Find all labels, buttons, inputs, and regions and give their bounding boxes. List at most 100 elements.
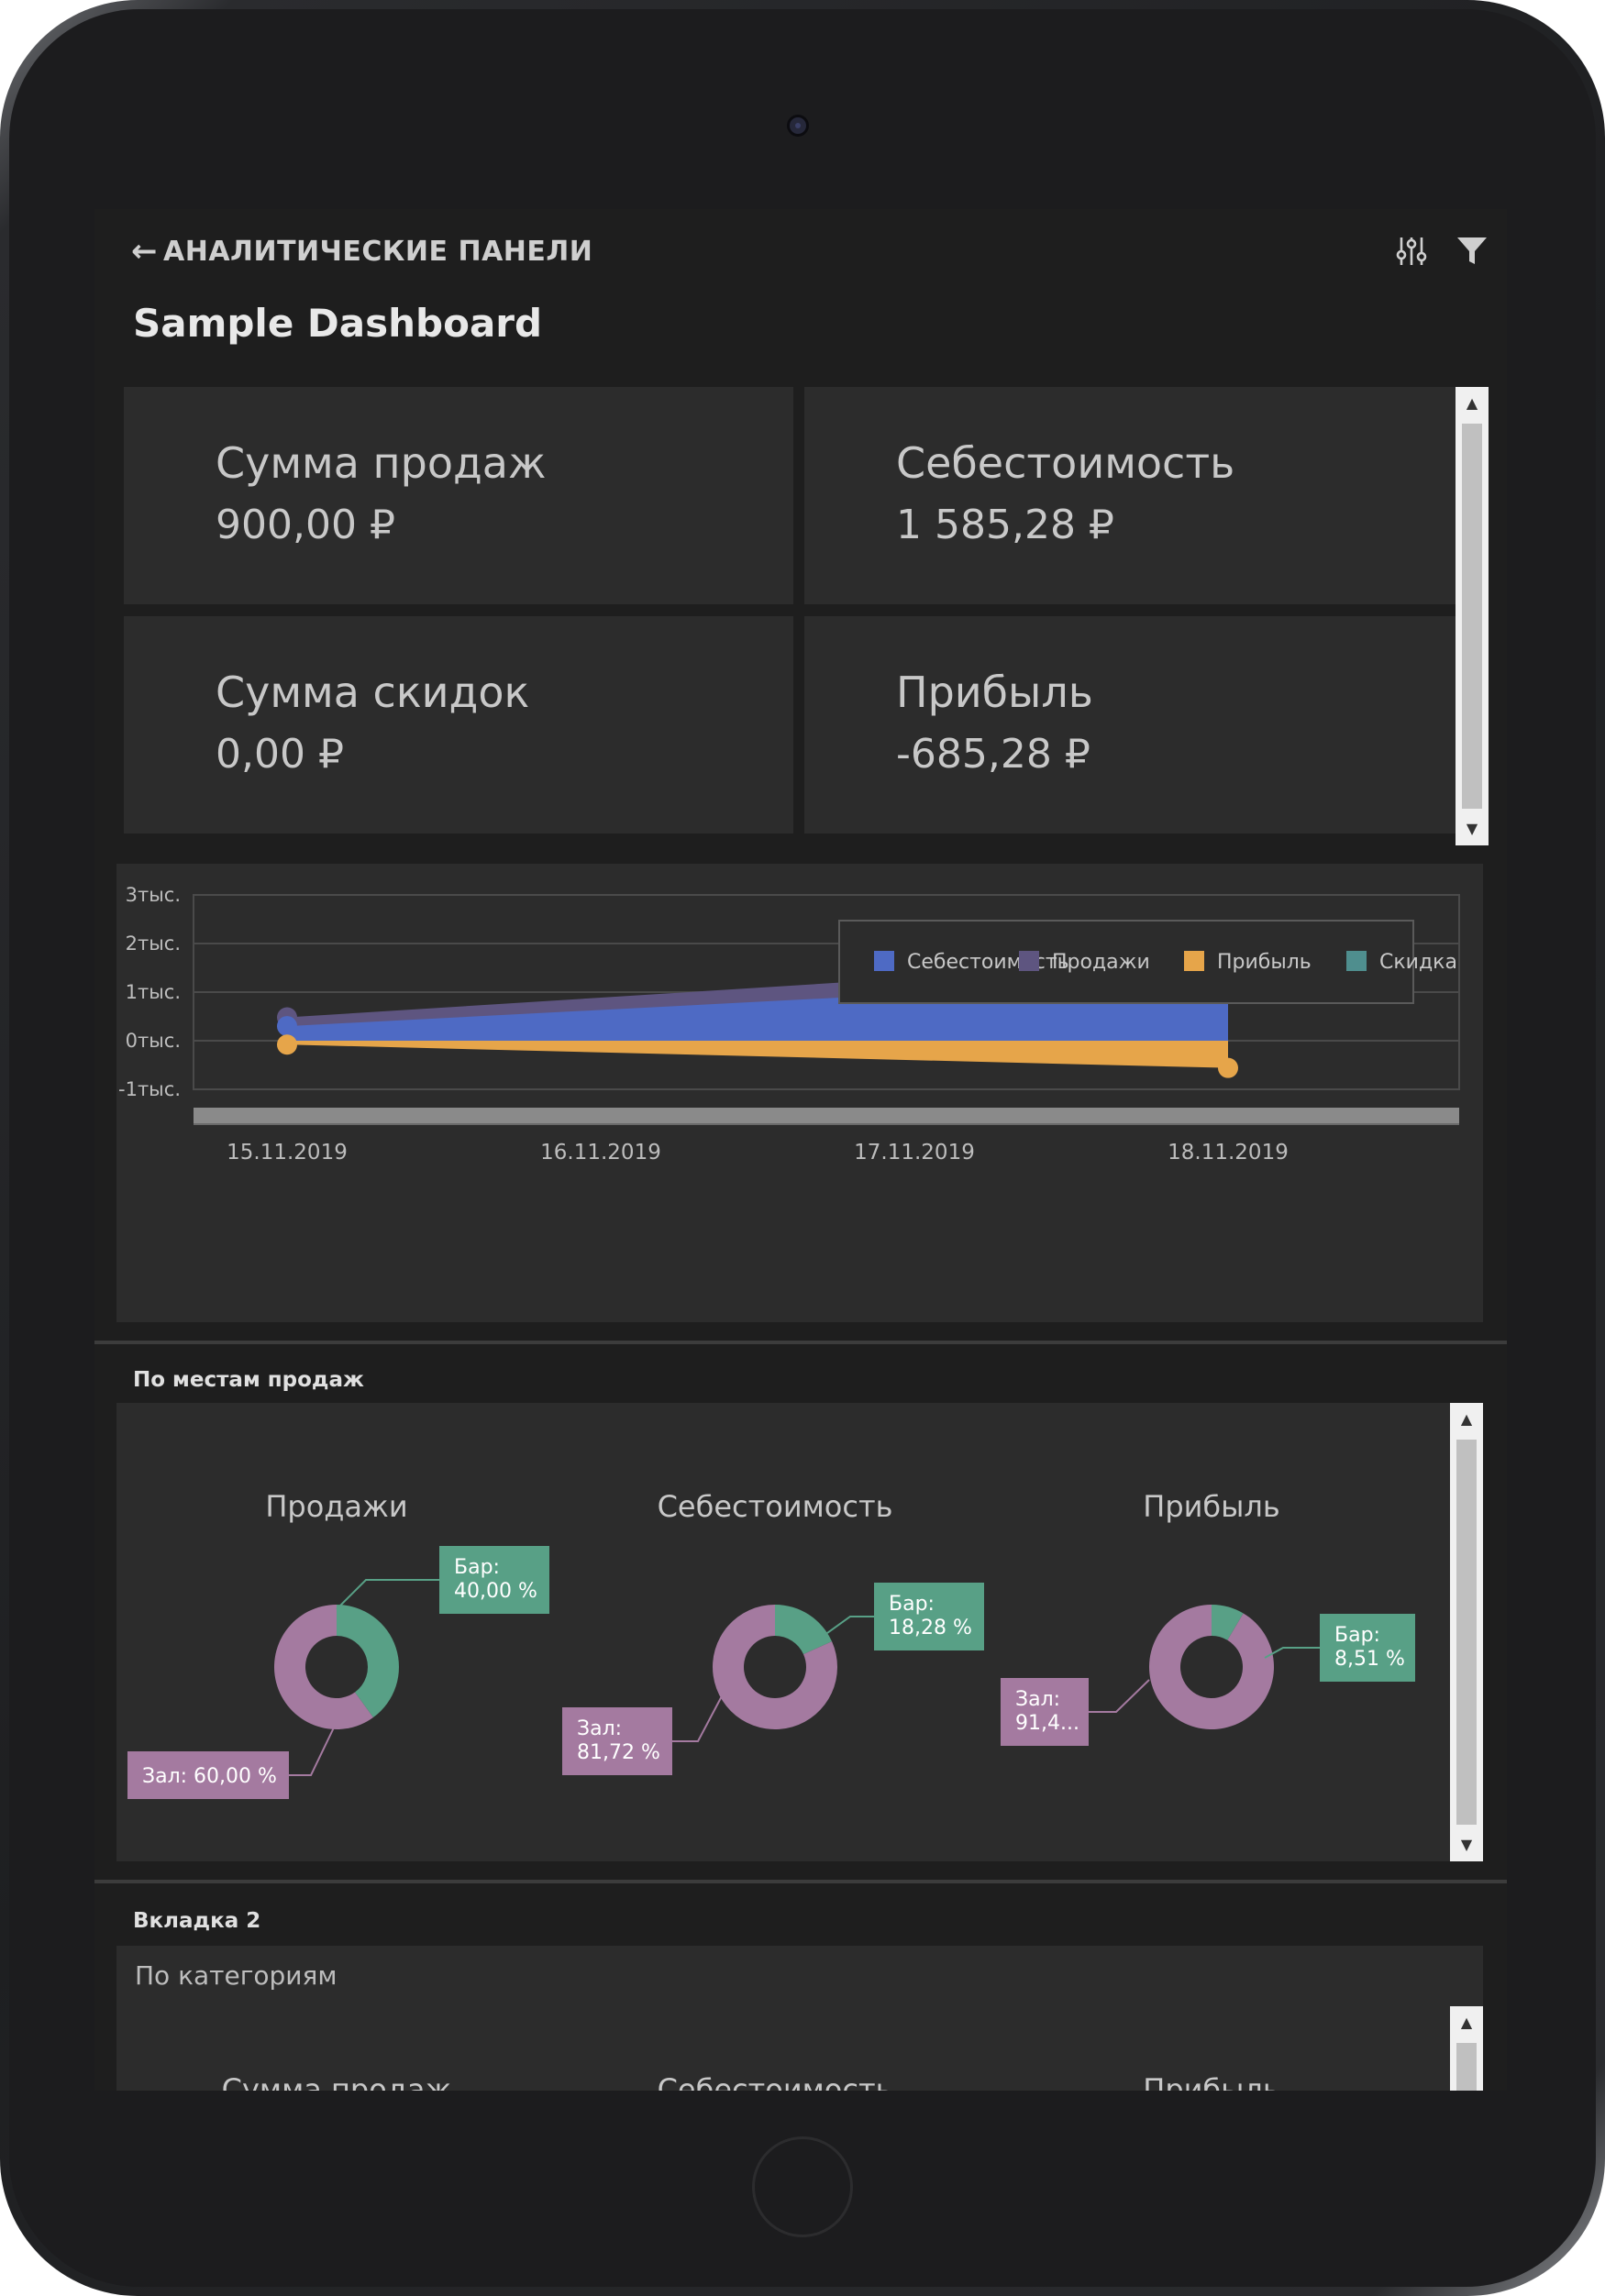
donut-title: Продажи <box>265 1489 407 1524</box>
filter-icon[interactable] <box>1454 233 1490 270</box>
legend-label: Скидка <box>1379 951 1457 974</box>
donut-slice <box>337 1605 399 1718</box>
categories-chart-titles: Сумма продаж Себестоимость Прибыль <box>222 2072 1280 2091</box>
categories-scrollbar[interactable]: ▲ <box>1450 2006 1483 2091</box>
toolbar-icons <box>1393 233 1490 270</box>
donut-title: Себестоимость <box>658 1489 893 1524</box>
slice-label: Зал: <box>1015 1688 1060 1711</box>
kpi-scrollbar[interactable]: ▲ ▼ <box>1456 387 1489 845</box>
data-point <box>1218 1057 1238 1078</box>
back-link-label: АНАЛИТИЧЕСКИЕ ПАНЕЛИ <box>163 235 593 268</box>
legend-swatch <box>1184 951 1204 971</box>
y-tick-label: 3тыс. <box>126 884 181 906</box>
legend-swatch <box>1346 951 1367 971</box>
category-chart-title: Сумма продаж <box>222 2072 452 2091</box>
data-point <box>277 1034 297 1055</box>
donut-title: Прибыль <box>1143 1489 1279 1524</box>
x-tick-label: 18.11.2019 <box>1168 1141 1289 1165</box>
scrollbar-thumb[interactable] <box>1462 424 1482 809</box>
slice-label-box <box>562 1707 672 1775</box>
kpi-card-cost: Себестоимость 1 585,28 ₽ <box>804 387 1457 604</box>
app-screen: ← АНАЛИТИЧЕСКИЕ ПАНЕЛИ Sample Dashboard <box>94 209 1507 2091</box>
home-button[interactable] <box>752 2136 853 2237</box>
x-tick-label: 17.11.2019 <box>854 1141 975 1165</box>
kpi-label: Прибыль <box>896 668 1093 717</box>
places-donut-panel: Продажи Бар: 40,00 % Зал: 60,00 % Себестоимо… <box>116 1403 1483 1861</box>
kpi-value: 0,00 ₽ <box>216 731 344 778</box>
slice-label-box <box>1001 1678 1089 1746</box>
kpi-value: -685,28 ₽ <box>896 731 1090 778</box>
category-chart-title: Себестоимость <box>658 2072 893 2091</box>
sliders-icon[interactable] <box>1393 233 1430 270</box>
section-divider <box>94 1880 1507 1883</box>
donut-slice <box>273 1605 373 1729</box>
scrollbar-track[interactable] <box>1456 420 1489 812</box>
data-point <box>277 1016 297 1037</box>
kpi-value: 1 585,28 ₽ <box>896 502 1114 548</box>
slice-value: 40,00 % <box>454 1580 537 1603</box>
donut-slice <box>1212 1605 1244 1640</box>
back-to-dashboards-link[interactable]: ← АНАЛИТИЧЕСКИЕ ПАНЕЛИ <box>131 233 592 270</box>
dashboard-title: Sample Dashboard <box>133 301 543 346</box>
kpi-card-discounts: Сумма скидок 0,00 ₽ <box>124 616 793 833</box>
slice-value: 91,4... <box>1015 1712 1079 1735</box>
scrollbar-track[interactable] <box>1450 2039 1483 2091</box>
legend-box <box>838 920 1414 1004</box>
places-scrollbar[interactable]: ▲ ▼ <box>1450 1403 1483 1861</box>
slice-label-box <box>1320 1614 1415 1682</box>
leader-line <box>820 1616 874 1639</box>
kpi-cards-panel: Сумма продаж 900,00 ₽ Себестоимость 1 58… <box>120 387 1489 845</box>
slice-label-box <box>127 1751 289 1799</box>
categories-panel: По категориям Сумма продаж Себестоимость П… <box>116 1946 1483 2091</box>
top-bar: ← АНАЛИТИЧЕСКИЕ ПАНЕЛИ <box>94 209 1507 292</box>
legend-label: Продажи <box>1052 951 1150 974</box>
kpi-card-profit: Прибыль -685,28 ₽ <box>804 616 1457 833</box>
scrollbar-thumb[interactable] <box>1456 1440 1477 1825</box>
y-tick-label: -1тыс. <box>118 1078 181 1100</box>
x-tick-label: 15.11.2019 <box>227 1141 348 1165</box>
leader-line <box>672 1692 725 1742</box>
x-tick-label: 16.11.2019 <box>540 1141 661 1165</box>
slice-value: 81,72 % <box>577 1741 660 1764</box>
slice-value: 18,28 % <box>889 1617 972 1639</box>
section-title-places: По местам продаж <box>133 1368 364 1392</box>
kpi-label: Сумма скидок <box>216 668 530 717</box>
scroll-up-icon[interactable]: ▲ <box>1456 387 1489 420</box>
leader-line <box>1264 1647 1320 1659</box>
legend-swatch <box>874 951 894 971</box>
y-tick-label: 1тыс. <box>126 981 181 1003</box>
slice-label: Бар: <box>454 1556 500 1579</box>
section-divider <box>94 1341 1507 1344</box>
kpi-label: Сумма продаж <box>216 438 547 488</box>
scrollbar-thumb[interactable] <box>1456 2043 1477 2091</box>
area-series-2 <box>287 1041 1228 1068</box>
scrollbar-track[interactable] <box>1450 1436 1483 1828</box>
y-tick-label: 2тыс. <box>126 933 181 955</box>
donut-slice <box>713 1605 837 1729</box>
leader-line <box>289 1725 336 1776</box>
slice-label: Бар: <box>889 1593 935 1616</box>
scroll-down-icon[interactable]: ▼ <box>1450 1828 1483 1861</box>
camera-lens <box>787 115 809 137</box>
scroll-up-icon[interactable]: ▲ <box>1450 1403 1483 1436</box>
arrow-left-icon: ← <box>131 233 158 270</box>
categories-subtitle: По категориям <box>135 1960 338 1991</box>
scroll-down-icon[interactable]: ▼ <box>1456 812 1489 845</box>
slice-value: 8,51 % <box>1334 1648 1405 1671</box>
donut-slice <box>1149 1605 1274 1729</box>
category-chart-title: Прибыль <box>1143 2072 1279 2091</box>
area-chart: 3тыс. 2тыс. 1тыс. 0тыс. -1тыс. 15.11.2019 16.1… <box>118 884 1460 1165</box>
y-tick-label: 0тыс. <box>126 1030 181 1052</box>
kpi-card-sales: Сумма продаж 900,00 ₽ <box>124 387 793 604</box>
donut-slice <box>775 1605 833 1655</box>
scroll-up-icon[interactable]: ▲ <box>1450 2006 1483 2039</box>
slice-label-box <box>439 1546 549 1614</box>
leader-line <box>1089 1679 1150 1713</box>
section-title-tab2: Вкладка 2 <box>133 1909 261 1933</box>
horizontal-scrollbar <box>194 1108 1459 1124</box>
legend-label: Себестоимость <box>907 951 1069 974</box>
leader-line <box>336 1579 439 1610</box>
sales-area-chart-panel: 3тыс. 2тыс. 1тыс. 0тыс. -1тыс. 15.11.2019 16.1… <box>116 864 1483 1322</box>
